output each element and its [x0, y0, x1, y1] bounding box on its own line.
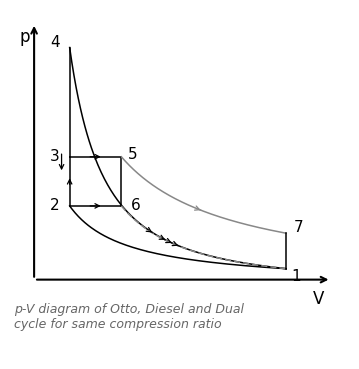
- Text: 3: 3: [50, 149, 60, 164]
- Text: V: V: [313, 290, 324, 308]
- Text: 5: 5: [128, 146, 137, 162]
- Text: 7: 7: [294, 220, 303, 235]
- Text: p-V diagram of Otto, Diesel and Dual
cycle for same compression ratio: p-V diagram of Otto, Diesel and Dual cyc…: [14, 303, 244, 331]
- Text: 2: 2: [50, 199, 60, 213]
- Text: 6: 6: [131, 199, 141, 213]
- Text: 1: 1: [291, 269, 300, 284]
- Text: p: p: [19, 28, 30, 46]
- Text: 4: 4: [50, 35, 60, 49]
